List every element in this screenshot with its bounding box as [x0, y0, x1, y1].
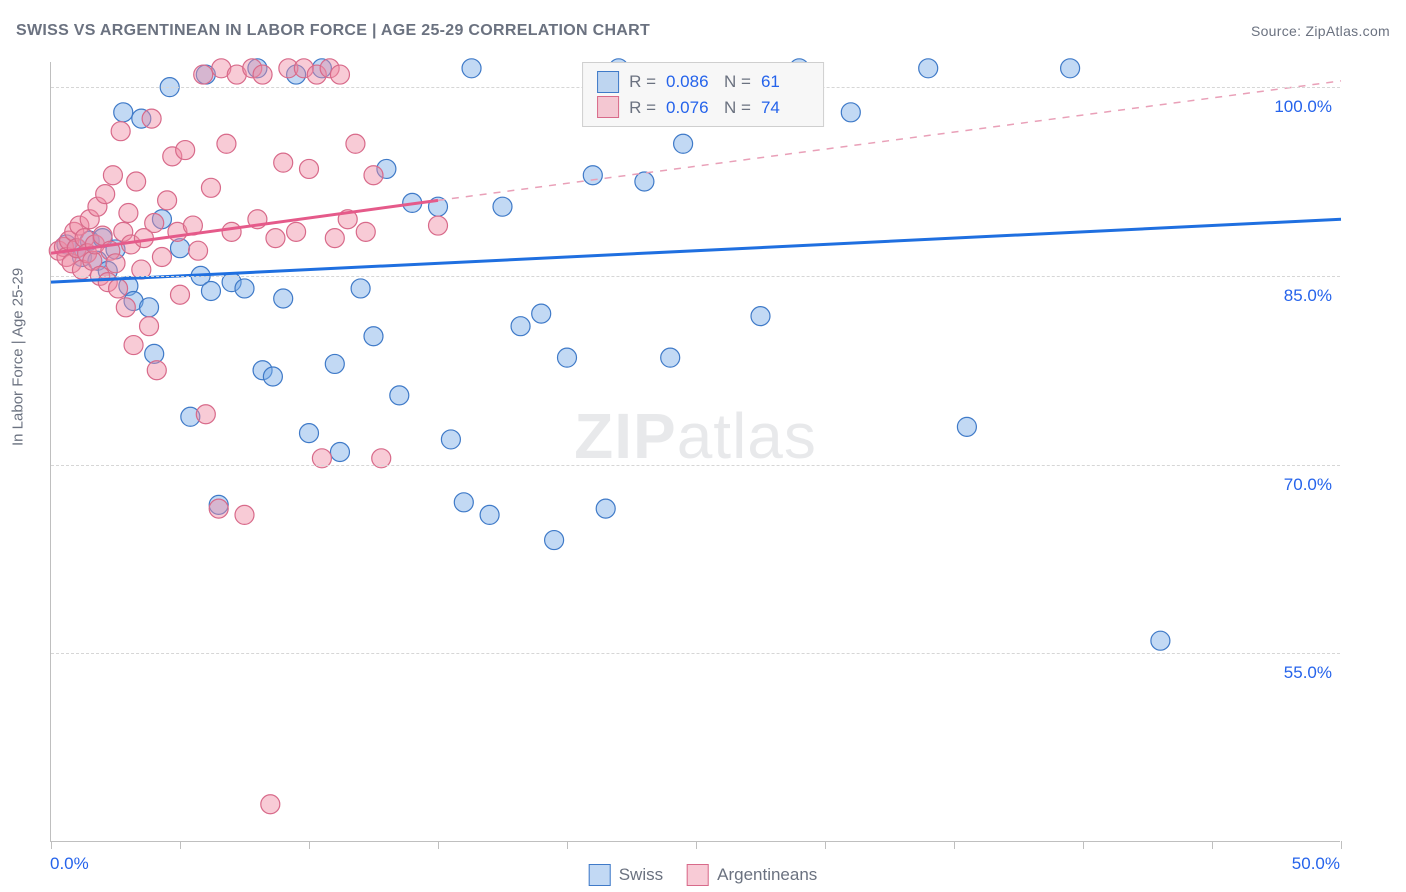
swatch-swiss	[597, 71, 619, 93]
legend-label-arg: Argentineans	[717, 865, 817, 885]
x-tick-min: 0.0%	[50, 854, 89, 874]
y-tick-label: 70.0%	[1284, 475, 1332, 495]
legend-item-swiss: Swiss	[589, 864, 663, 886]
legend-swatch-arg	[687, 864, 709, 886]
legend-swatch-swiss	[589, 864, 611, 886]
chart-title: SWISS VS ARGENTINEAN IN LABOR FORCE | AG…	[16, 22, 650, 40]
y-tick-label: 55.0%	[1284, 663, 1332, 683]
legend-label-swiss: Swiss	[619, 865, 663, 885]
x-tick-max: 50.0%	[1292, 854, 1340, 874]
stats-row-arg: R = 0.076 N = 74	[597, 95, 809, 121]
plot-area: ZIPatlas 55.0%70.0%85.0%100.0%	[50, 62, 1340, 842]
title-bar: SWISS VS ARGENTINEAN IN LABOR FORCE | AG…	[16, 22, 1390, 40]
y-tick-label: 100.0%	[1274, 97, 1332, 117]
y-tick-label: 85.0%	[1284, 286, 1332, 306]
y-axis-label: In Labor Force | Age 25-29	[10, 268, 27, 446]
stats-row-swiss: R = 0.086 N = 61	[597, 69, 809, 95]
legend-item-arg: Argentineans	[687, 864, 817, 886]
chart-svg	[51, 62, 1340, 841]
swatch-arg	[597, 96, 619, 118]
source-link[interactable]: ZipAtlas.com	[1305, 23, 1390, 39]
chart-container: SWISS VS ARGENTINEAN IN LABOR FORCE | AG…	[0, 0, 1406, 892]
source-label: Source: ZipAtlas.com	[1251, 23, 1390, 39]
bottom-legend: Swiss Argentineans	[589, 864, 818, 886]
stats-box: R = 0.086 N = 61 R = 0.076 N = 74	[582, 62, 824, 127]
